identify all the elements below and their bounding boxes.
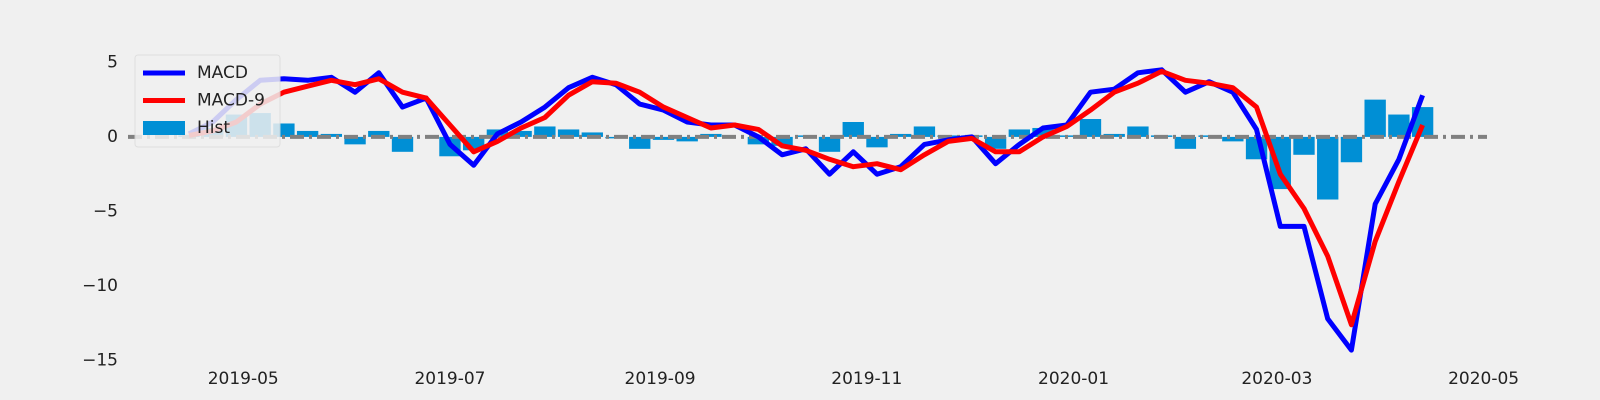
x-tick-label: 2019-05 <box>208 369 279 389</box>
y-tick-label: −10 <box>82 276 118 296</box>
hist-bar <box>1388 114 1410 137</box>
hist-bar <box>747 136 770 145</box>
hist-bar <box>652 136 675 140</box>
hist-bar <box>771 136 793 146</box>
hist-bar <box>866 136 888 148</box>
y-tick-label: −15 <box>82 351 118 371</box>
legend-swatch <box>143 121 185 135</box>
legend: MACD MACD-9 Hist <box>134 54 281 148</box>
hist-bar <box>1222 136 1244 142</box>
hist-bar <box>368 130 390 137</box>
hist-bar <box>391 136 414 152</box>
hist-bar <box>1127 126 1149 137</box>
legend-label: MACD-9 <box>197 91 265 111</box>
hist-bar <box>1293 136 1315 155</box>
hist-bar <box>1008 129 1030 137</box>
line-0 <box>187 67 1425 353</box>
hist-bar <box>320 133 343 137</box>
legend-label: Hist <box>197 118 230 138</box>
hist-bar <box>676 136 698 142</box>
hist-bar <box>984 136 1007 149</box>
hist-bar <box>842 121 864 137</box>
hist-bar <box>913 126 936 137</box>
hist-bar <box>1364 99 1386 137</box>
y-tick-label: 5 <box>107 52 118 72</box>
x-tick-label: 2020-05 <box>1448 369 1519 389</box>
y-tick-label: −5 <box>93 201 118 221</box>
x-tick-label: 2019-11 <box>831 369 902 389</box>
hist-bar <box>890 133 912 137</box>
hist-bar <box>1103 133 1125 137</box>
hist-bar <box>1269 136 1291 190</box>
legend-label: MACD <box>197 63 248 83</box>
hist-bar <box>510 130 532 137</box>
x-tick-label: 2019-07 <box>414 369 485 389</box>
hist-bar <box>557 129 580 137</box>
hist-bar <box>1340 136 1363 163</box>
hist-bar <box>1317 136 1339 200</box>
hist-bar <box>581 132 603 137</box>
hist-bar <box>296 130 319 137</box>
hist-bar <box>818 136 841 152</box>
hist-bar <box>1032 127 1054 137</box>
hist-bar <box>1079 119 1102 137</box>
hist-bar <box>1174 136 1197 149</box>
line-1 <box>188 68 1425 328</box>
x-tick-label: 2020-01 <box>1038 369 1109 389</box>
hist-bar <box>344 136 366 145</box>
hist-bar <box>534 126 556 137</box>
x-tick-label: 2020-03 <box>1241 369 1312 389</box>
x-tick-label: 2019-09 <box>625 369 696 389</box>
hist-bar <box>700 133 722 137</box>
hist-bar <box>629 136 651 149</box>
y-tick-label: 0 <box>107 127 118 147</box>
